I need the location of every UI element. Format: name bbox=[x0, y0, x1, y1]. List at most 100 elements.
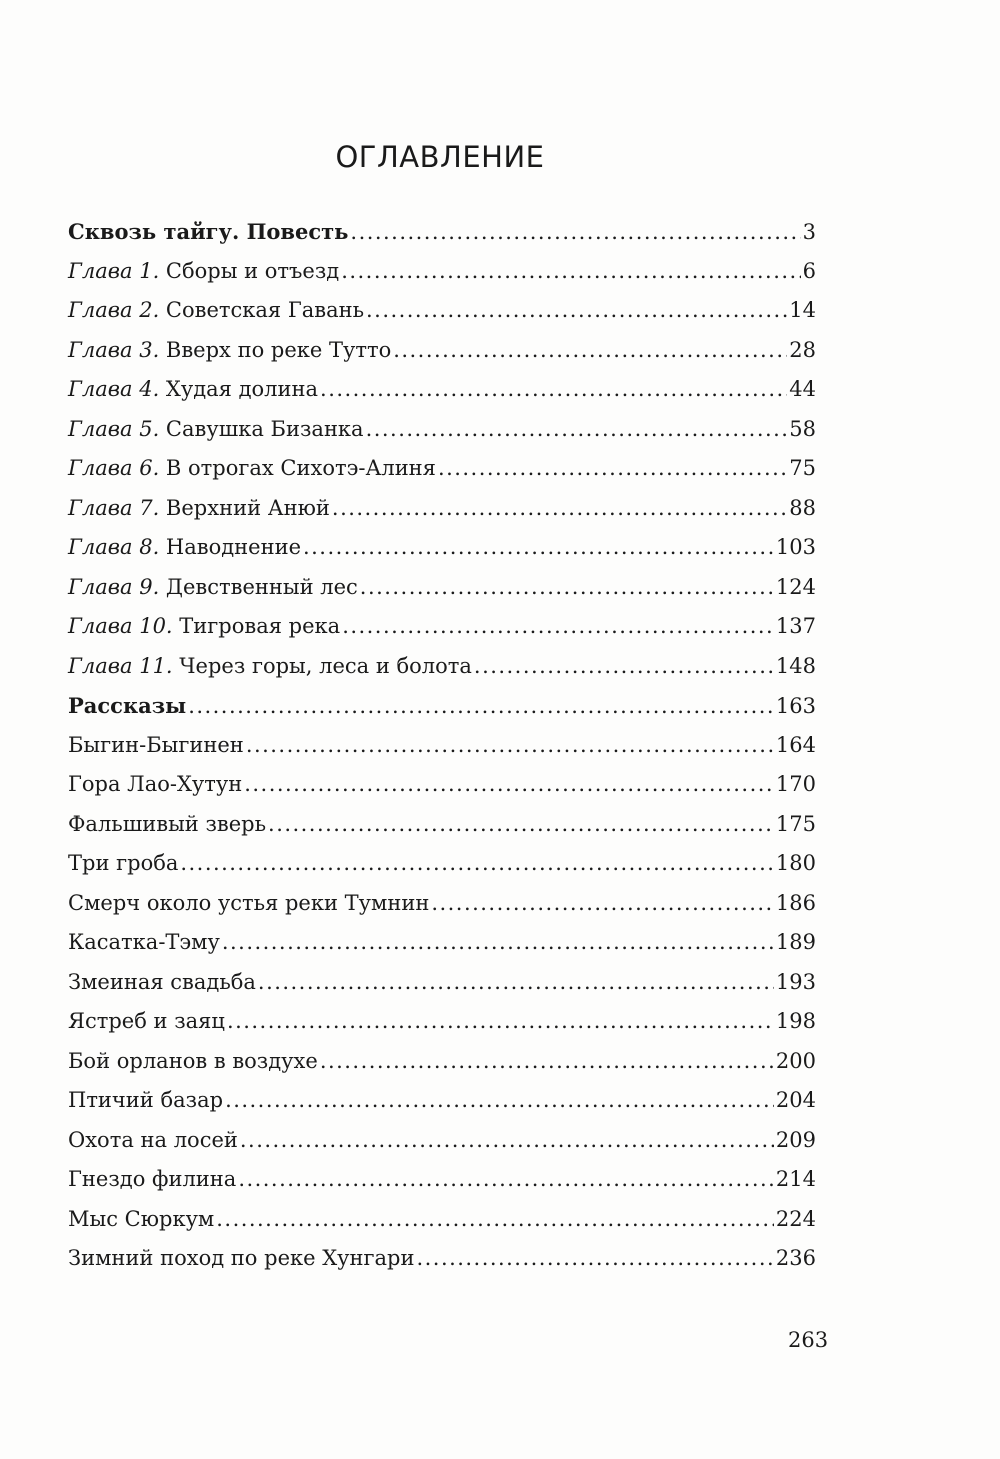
toc-entry-page: 124 bbox=[775, 574, 816, 599]
entry-text: Верхний Анюй bbox=[159, 495, 330, 520]
entry-text: Три гроба bbox=[68, 851, 179, 875]
toc-entry-page: 28 bbox=[789, 337, 816, 362]
entry-text: Советская Гавань bbox=[159, 298, 365, 322]
toc-entry: Быгин-Быгинен 164 bbox=[68, 726, 816, 766]
chapter-number: Глава 8. bbox=[68, 535, 160, 559]
toc-entry-title: Змеиная свадьба bbox=[68, 963, 256, 1003]
dot-leader bbox=[180, 844, 774, 884]
toc-entry: Глава 11. Через горы, леса и болота 148 bbox=[68, 647, 816, 687]
chapter-number: Глава 7. bbox=[68, 495, 160, 520]
toc-entry: Глава 8. Наводнение 103 bbox=[68, 528, 816, 568]
chapter-number: Глава 6. bbox=[68, 456, 160, 480]
chapter-number: Глава 10. bbox=[68, 614, 173, 638]
dot-leader bbox=[342, 607, 774, 647]
toc-entry-title: Глава 9. Девственный лес bbox=[68, 568, 358, 608]
dot-leader bbox=[360, 568, 774, 608]
entry-text: Смерч около устья реки Тумнин bbox=[68, 890, 430, 915]
toc-entry: Касатка-Тэму 189 bbox=[68, 923, 816, 963]
toc-entry-page: 58 bbox=[789, 416, 816, 441]
toc-entry-title: Смерч около устья реки Тумнин bbox=[68, 884, 429, 924]
chapter-number: Глава 1. bbox=[68, 258, 160, 283]
toc-entry-title: Охота на лосей bbox=[68, 1121, 238, 1161]
dot-leader bbox=[366, 410, 788, 450]
toc-entry-page: 75 bbox=[789, 456, 816, 480]
dot-leader bbox=[431, 884, 774, 924]
toc-entry-page: 189 bbox=[775, 930, 816, 954]
toc-entry-title: Бой орланов в воздухе bbox=[68, 1042, 318, 1082]
entry-text: Охота на лосей bbox=[68, 1127, 238, 1152]
toc-entry-page: 186 bbox=[775, 890, 816, 915]
toc-entry-title: Сквозь тайгу. Повесть bbox=[68, 212, 348, 252]
chapter-number: Глава 11. bbox=[68, 653, 173, 678]
entry-text: Девственный лес bbox=[159, 574, 358, 599]
toc-entry: Мыс Сюркум 224 bbox=[68, 1200, 816, 1240]
dot-leader bbox=[320, 370, 787, 410]
entry-text: Вверх по реке Тутто bbox=[159, 337, 392, 362]
dot-leader bbox=[238, 1160, 774, 1200]
dot-leader bbox=[341, 252, 800, 292]
dot-leader bbox=[303, 528, 774, 568]
entry-text: Сквозь тайгу. Повесть bbox=[68, 219, 349, 244]
toc-entry: Гора Лао-Хутун 170 bbox=[68, 765, 816, 805]
entry-text: Зимний поход по реке Хунгари bbox=[68, 1246, 415, 1270]
toc-entry-title: Глава 1. Сборы и отъезд bbox=[68, 252, 339, 292]
toc-entry-page: 6 bbox=[802, 258, 816, 283]
toc-entry-title: Глава 11. Через горы, леса и болота bbox=[68, 647, 472, 687]
toc-entry-page: 200 bbox=[775, 1048, 816, 1073]
toc-entry: Змеиная свадьба 193 bbox=[68, 963, 816, 1003]
toc-entry-title: Глава 4. Худая долина bbox=[68, 370, 318, 410]
toc-entry-page: 88 bbox=[789, 495, 816, 520]
toc-entry-title: Рассказы bbox=[68, 686, 186, 726]
toc-entry: Гнездо филина 214 bbox=[68, 1160, 816, 1200]
toc-entry: Глава 1. Сборы и отъезд 6 bbox=[68, 252, 816, 292]
entry-text: Бой орланов в воздухе bbox=[68, 1048, 318, 1073]
toc-entry-page: 209 bbox=[775, 1127, 816, 1152]
toc-entry-page: 198 bbox=[775, 1009, 816, 1033]
entry-text: В отрогах Сихотэ-Алиня bbox=[159, 456, 436, 480]
toc-entry: Сквозь тайгу. Повесть 3 bbox=[68, 212, 816, 252]
toc-entry-title: Птичий базар bbox=[68, 1081, 223, 1121]
toc-entry-title: Гнездо филина bbox=[68, 1160, 236, 1200]
toc-entry-page: 224 bbox=[775, 1206, 816, 1231]
chapter-number: Глава 2. bbox=[68, 298, 160, 322]
toc-entry-title: Быгин-Быгинен bbox=[68, 726, 244, 766]
toc-entry-page: 148 bbox=[775, 653, 816, 678]
dot-leader bbox=[188, 686, 774, 727]
dot-leader bbox=[258, 963, 774, 1003]
toc-entry-page: 3 bbox=[802, 220, 816, 244]
toc-entry-page: 175 bbox=[775, 811, 816, 836]
toc-entry-title: Глава 8. Наводнение bbox=[68, 528, 301, 568]
toc-entry-title: Глава 2. Советская Гавань bbox=[68, 291, 364, 331]
toc-entry: Птичий базар 204 bbox=[68, 1081, 816, 1121]
toc-entry-title: Глава 3. Вверх по реке Тутто bbox=[68, 331, 391, 371]
toc-entry: Три гроба 180 bbox=[68, 844, 816, 884]
entry-text: Фальшивый зверь bbox=[68, 811, 267, 836]
entry-text: Рассказы bbox=[68, 693, 187, 718]
dot-leader bbox=[222, 923, 774, 963]
toc-entry: Зимний поход по реке Хунгари 236 bbox=[68, 1239, 816, 1279]
toc-entry-page: 180 bbox=[775, 851, 816, 875]
dot-leader bbox=[350, 212, 800, 253]
entry-text: Через горы, леса и болота bbox=[172, 653, 472, 678]
toc-entry-title: Глава 5. Савушка Бизанка bbox=[68, 410, 364, 450]
toc-entry-page: 163 bbox=[775, 694, 816, 718]
toc-entry: Глава 7. Верхний Анюй 88 bbox=[68, 489, 816, 529]
entry-text: Змеиная свадьба bbox=[68, 969, 256, 994]
entry-text: Птичий базар bbox=[68, 1088, 224, 1112]
chapter-number: Глава 9. bbox=[68, 574, 160, 599]
toc-entry: Глава 2. Советская Гавань 14 bbox=[68, 291, 816, 331]
toc-entry-title: Глава 10. Тигровая река bbox=[68, 607, 340, 647]
toc-entry: Фальшивый зверь 175 bbox=[68, 805, 816, 845]
dot-leader bbox=[216, 1200, 774, 1240]
page-title: ОГЛАВЛЕНИЕ bbox=[335, 140, 545, 174]
toc-entry-page: 103 bbox=[775, 535, 816, 559]
toc-entry-title: Три гроба bbox=[68, 844, 178, 884]
toc-entry-page: 214 bbox=[775, 1167, 816, 1191]
entry-text: Быгин-Быгинен bbox=[68, 732, 244, 757]
toc-entry-page: 170 bbox=[775, 772, 816, 796]
toc-entry-title: Глава 6. В отрогах Сихотэ-Алиня bbox=[68, 449, 436, 489]
toc-entry-title: Ястреб и заяц bbox=[68, 1002, 225, 1042]
dot-leader bbox=[393, 331, 787, 371]
toc-entry-page: 137 bbox=[775, 614, 816, 638]
toc-entry: Глава 6. В отрогах Сихотэ-Алиня 75 bbox=[68, 449, 816, 489]
